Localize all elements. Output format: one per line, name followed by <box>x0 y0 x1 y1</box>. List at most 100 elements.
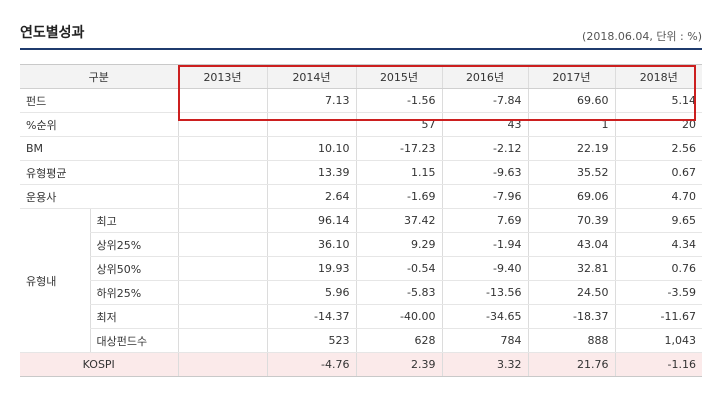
value-cell: 4.34 <box>614 232 702 257</box>
value-cell: 24.50 <box>527 280 615 305</box>
value-cell: 7.13 <box>266 88 356 113</box>
value-cell: 784 <box>441 328 528 353</box>
title-divider <box>20 48 702 50</box>
value-cell: 888 <box>527 328 615 353</box>
value-cell: 5.96 <box>266 280 356 305</box>
kospi-row: KOSPI -4.76 2.39 3.32 21.76 -1.16 <box>20 352 702 377</box>
row-label: 하위25% <box>89 280 178 305</box>
row-label: 운용사 <box>20 184 178 209</box>
row-label: 유형평균 <box>20 160 178 185</box>
value-cell: -1.94 <box>441 232 528 257</box>
value-cell: -11.67 <box>614 304 702 329</box>
value-cell: 4.70 <box>614 184 702 209</box>
value-cell: 20 <box>614 112 702 137</box>
value-cell: 3.32 <box>441 352 528 377</box>
value-cell: -18.37 <box>527 304 615 329</box>
value-cell: 13.39 <box>266 160 356 185</box>
value-cell <box>177 256 267 281</box>
value-cell: -3.59 <box>614 280 702 305</box>
value-cell: -13.56 <box>441 280 528 305</box>
value-cell: -7.96 <box>441 184 528 209</box>
value-cell: -4.76 <box>266 352 356 377</box>
value-cell <box>177 280 267 305</box>
value-cell: 19.93 <box>266 256 356 281</box>
value-cell: -1.16 <box>614 352 702 377</box>
value-cell <box>177 88 267 113</box>
value-cell: 37.42 <box>355 208 442 233</box>
header-row: 구분 2013년 2014년 2015년 2016년 2017년 2018년 <box>20 64 702 89</box>
value-cell: -40.00 <box>355 304 442 329</box>
value-cell <box>177 208 267 233</box>
year-header-2016: 2016년 <box>441 64 528 89</box>
value-cell: -1.69 <box>355 184 442 209</box>
value-cell: 2.64 <box>266 184 356 209</box>
value-cell: 96.14 <box>266 208 356 233</box>
value-cell: 628 <box>355 328 442 353</box>
type-fund-count-row: 대상펀드수 523 628 784 888 1,043 <box>20 328 702 353</box>
value-cell: 0.67 <box>614 160 702 185</box>
value-cell <box>177 352 267 377</box>
value-cell: -1.56 <box>355 88 442 113</box>
type-max-row: 유형내 최고 96.14 37.42 7.69 70.39 9.65 <box>20 208 702 353</box>
value-cell: -5.83 <box>355 280 442 305</box>
value-cell: -14.37 <box>266 304 356 329</box>
value-cell: 43 <box>441 112 528 137</box>
value-cell <box>177 184 267 209</box>
type-average-row: 유형평균 13.39 1.15 -9.63 35.52 0.67 <box>20 160 702 185</box>
row-label: KOSPI <box>20 352 178 377</box>
value-cell: 1,043 <box>614 328 702 353</box>
value-cell: 69.06 <box>527 184 615 209</box>
row-label: 펀드 <box>20 88 178 113</box>
value-cell: -0.54 <box>355 256 442 281</box>
value-cell: 10.10 <box>266 136 356 161</box>
value-cell: 2.56 <box>614 136 702 161</box>
asset-manager-row: 운용사 2.64 -1.69 -7.96 69.06 4.70 <box>20 184 702 209</box>
benchmark-row: BM 10.10 -17.23 -2.12 22.19 2.56 <box>20 136 702 161</box>
value-cell: 2.39 <box>355 352 442 377</box>
value-cell: 70.39 <box>527 208 615 233</box>
value-cell: 22.19 <box>527 136 615 161</box>
type-min-row: 최저 -14.37 -40.00 -34.65 -18.37 -11.67 <box>20 304 702 329</box>
row-label: 대상펀드수 <box>89 328 178 353</box>
row-label: BM <box>20 136 178 161</box>
row-label: 최저 <box>89 304 178 329</box>
value-cell: -34.65 <box>441 304 528 329</box>
value-cell: 7.69 <box>441 208 528 233</box>
value-cell: 9.65 <box>614 208 702 233</box>
value-cell: 1 <box>527 112 615 137</box>
year-header-2017: 2017년 <box>527 64 615 89</box>
type-group-label: 유형내 <box>20 208 90 353</box>
value-cell: -17.23 <box>355 136 442 161</box>
value-cell <box>177 328 267 353</box>
value-cell: 43.04 <box>527 232 615 257</box>
percentile-rank-row: %순위 57 43 1 20 <box>20 112 702 137</box>
value-cell: 523 <box>266 328 356 353</box>
value-cell <box>177 112 267 137</box>
value-cell: 32.81 <box>527 256 615 281</box>
value-cell: 5.14 <box>614 88 702 113</box>
type-top25-row: 상위25% 36.10 9.29 -1.94 43.04 4.34 <box>20 232 702 257</box>
row-label: 상위50% <box>89 256 178 281</box>
year-header-2018: 2018년 <box>614 64 702 89</box>
type-top50-row: 상위50% 19.93 -0.54 -9.40 32.81 0.76 <box>20 256 702 281</box>
value-cell: 9.29 <box>355 232 442 257</box>
value-cell <box>266 112 356 137</box>
value-cell: -2.12 <box>441 136 528 161</box>
row-label: 최고 <box>89 208 178 233</box>
value-cell: -7.84 <box>441 88 528 113</box>
fund-row: 펀드 7.13 -1.56 -7.84 69.60 5.14 <box>20 88 702 113</box>
value-cell: 21.76 <box>527 352 615 377</box>
page-title: 연도별성과 <box>20 25 85 41</box>
value-cell <box>177 160 267 185</box>
year-header-2014: 2014년 <box>266 64 356 89</box>
value-cell: -9.63 <box>441 160 528 185</box>
value-cell: 36.10 <box>266 232 356 257</box>
row-label: 상위25% <box>89 232 178 257</box>
year-header-2015: 2015년 <box>355 64 442 89</box>
type-bottom25-row: 하위25% 5.96 -5.83 -13.56 24.50 -3.59 <box>20 280 702 305</box>
year-header-2013: 2013년 <box>177 64 267 89</box>
value-cell <box>177 136 267 161</box>
value-cell: -9.40 <box>441 256 528 281</box>
value-cell: 35.52 <box>527 160 615 185</box>
header-category-cell: 구분 <box>20 64 178 89</box>
